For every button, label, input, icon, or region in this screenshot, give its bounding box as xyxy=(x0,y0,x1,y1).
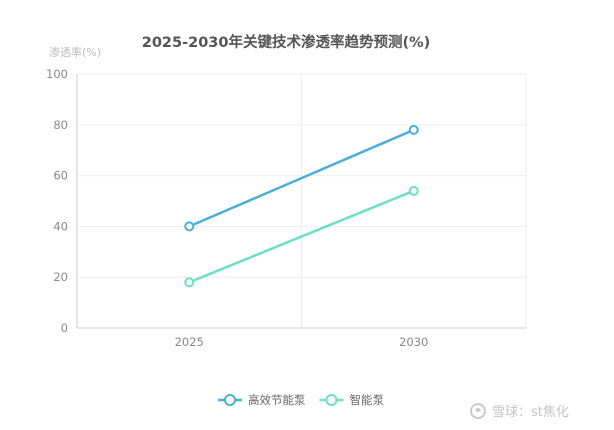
axes-layer: 0 20 40 60 80 100 2025 2030 xyxy=(46,67,526,349)
data-point-1-2 xyxy=(408,124,419,135)
legend[interactable]: 高效节能泵 智能泵 xyxy=(218,393,384,407)
watermark: 雪球：st焦化 xyxy=(470,403,569,420)
legend-marker-2 xyxy=(325,394,338,406)
x-tick-label: 2025 xyxy=(175,335,204,349)
series-line-1 xyxy=(188,128,415,228)
series-line-2 xyxy=(188,189,415,284)
y-tick-label: 40 xyxy=(53,219,68,233)
data-point-2-1 xyxy=(184,277,195,288)
y-tick-label: 80 xyxy=(53,118,68,132)
series-layer xyxy=(184,124,419,288)
legend-marker-1 xyxy=(224,394,236,406)
snowball-logo-icon xyxy=(470,403,486,419)
watermark-text: 雪球：st焦化 xyxy=(492,405,569,420)
legend-label-1: 高效节能泵 xyxy=(248,393,306,407)
y-tick-label: 20 xyxy=(53,270,68,284)
legend-label-2: 智能泵 xyxy=(350,393,385,407)
data-point-2-2 xyxy=(408,185,419,196)
x-tick-label: 2030 xyxy=(399,335,428,349)
grid-layer xyxy=(77,73,527,328)
y-tick-label: 0 xyxy=(61,321,68,335)
legend-item-2[interactable]: 智能泵 xyxy=(319,393,385,407)
y-tick-label: 100 xyxy=(46,67,68,81)
data-point-1-1 xyxy=(184,221,195,232)
chart-title: 2025-2030年关键技术渗透率趋势预测(%) xyxy=(142,33,431,51)
y-tick-label: 60 xyxy=(53,169,68,183)
legend-item-1[interactable]: 高效节能泵 xyxy=(218,393,306,407)
y-axis-label: 渗透率(%) xyxy=(49,45,101,59)
